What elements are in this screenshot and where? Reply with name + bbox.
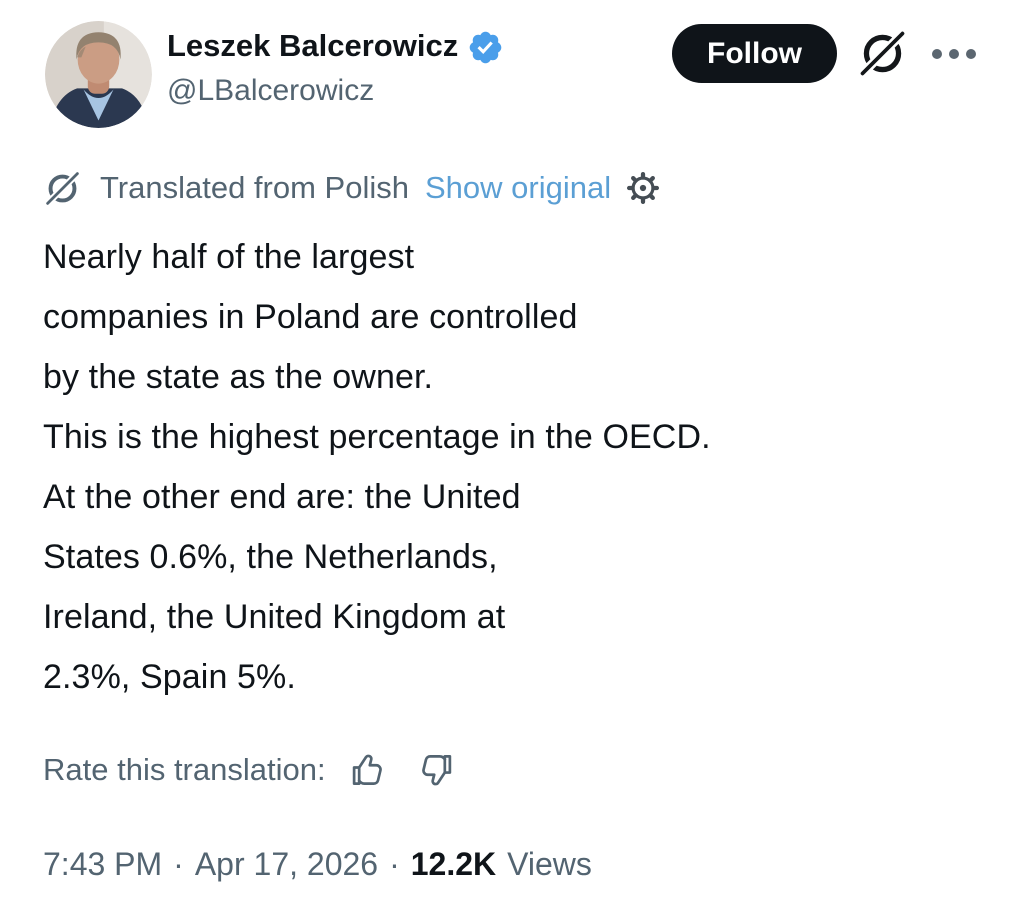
- rate-translation-row: Rate this translation:: [43, 748, 454, 792]
- meta-separator: ·: [389, 846, 400, 882]
- avatar-illustration: [45, 21, 152, 128]
- translation-bar: Translated from Polish Show original: [45, 166, 660, 210]
- tweet-meta: 7:43 PM · Apr 17, 2026 · 12.2K Views: [43, 843, 592, 885]
- timestamp-date: Apr 17, 2026: [194, 846, 379, 882]
- views-count: 12.2K: [410, 846, 497, 882]
- avatar[interactable]: [45, 21, 152, 128]
- author-name[interactable]: Leszek Balcerowicz: [167, 28, 459, 63]
- follow-button[interactable]: Follow: [672, 24, 837, 83]
- timestamp-time: 7:43 PM: [43, 846, 163, 882]
- more-icon[interactable]: [930, 45, 978, 63]
- show-original-link[interactable]: Show original: [424, 170, 612, 205]
- author-handle[interactable]: @LBalcerowicz: [167, 74, 375, 107]
- author-block: Leszek Balcerowicz @LBalcerowicz: [167, 26, 504, 110]
- verified-badge-icon: [469, 31, 502, 63]
- views-label: Views: [507, 846, 592, 882]
- grok-icon: [45, 170, 80, 206]
- grok-icon[interactable]: [858, 30, 906, 77]
- translated-from-label: Translated from Polish: [100, 170, 409, 205]
- tweet-text: Nearly half of the largest companies in …: [43, 238, 711, 696]
- settings-icon[interactable]: [626, 171, 660, 205]
- thumbs-up-icon[interactable]: [350, 751, 388, 789]
- meta-separator: ·: [173, 846, 184, 882]
- thumbs-down-icon[interactable]: [416, 751, 454, 789]
- rate-translation-label: Rate this translation:: [43, 752, 326, 787]
- header-controls: Follow: [672, 24, 978, 83]
